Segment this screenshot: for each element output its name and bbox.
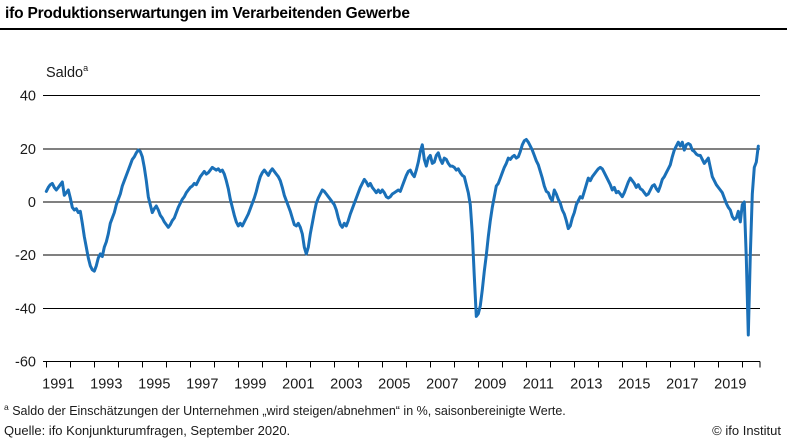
x-tick-label: 1993 <box>90 377 122 393</box>
production-expectations-line-chart: 40 20 0 -20 -40 -60 1991 1993 1995 1997 1999 2001 20… <box>15 89 761 393</box>
x-tick-label: 2011 <box>523 377 554 393</box>
y-axis-title-superscript: a <box>83 63 89 73</box>
x-tick-label: 2019 <box>714 377 746 393</box>
x-axis-labels: 1991 1993 1995 1997 1999 2001 2003 2005 2007 2009… <box>42 377 746 393</box>
x-axis-ticks <box>45 361 761 368</box>
data-line <box>44 138 760 337</box>
copyright-text: © ifo Institut <box>712 423 781 438</box>
x-tick-label: 1995 <box>138 377 170 393</box>
x-tick-label: 2001 <box>282 377 314 393</box>
x-tick-label: 2017 <box>666 377 698 393</box>
footnote-superscript: a <box>4 402 9 412</box>
x-tick-label: 1991 <box>42 377 74 393</box>
y-axis-labels: 40 20 0 -20 -40 -60 <box>15 89 36 371</box>
y-tick-label: 20 <box>20 142 36 158</box>
x-tick-label: 2013 <box>570 377 602 393</box>
y-tick-label: 0 <box>28 195 36 211</box>
x-tick-label: 2009 <box>474 377 506 393</box>
source-row: Quelle: ifo Konjunkturumfragen, Septembe… <box>4 423 781 438</box>
footnote: a Saldo der Einschätzungen der Unternehm… <box>4 402 566 419</box>
x-tick-label: 2015 <box>618 377 650 393</box>
chart-title: ifo Produktionserwartungen im Verarbeite… <box>5 5 410 22</box>
title-bar: ifo Produktionserwartungen im Verarbeite… <box>0 0 787 30</box>
x-tick-label: 2005 <box>378 377 410 393</box>
x-tick-label: 2003 <box>330 377 362 393</box>
gridlines <box>43 95 760 363</box>
source-text: Quelle: ifo Konjunkturumfragen, Septembe… <box>4 423 291 438</box>
y-axis-title: Saldoa <box>46 63 89 81</box>
y-tick-label: -20 <box>15 248 36 264</box>
y-tick-label: 40 <box>20 89 36 105</box>
y-tick-label: -60 <box>15 355 36 371</box>
x-tick-label: 1999 <box>234 377 266 393</box>
y-tick-label: -40 <box>15 301 36 317</box>
x-tick-label: 2007 <box>426 377 458 393</box>
x-tick-label: 1997 <box>186 377 218 393</box>
